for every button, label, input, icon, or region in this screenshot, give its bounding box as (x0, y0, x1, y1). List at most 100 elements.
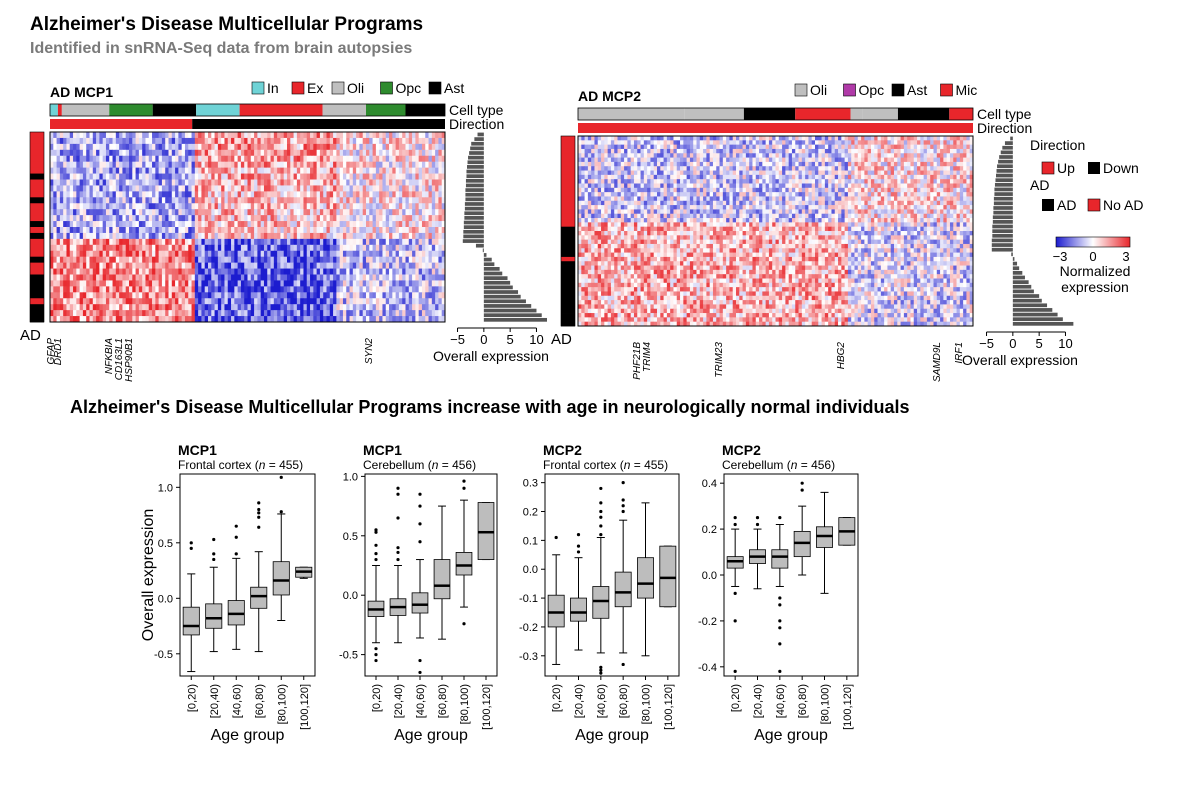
heatmap-cell (382, 262, 387, 269)
heatmap-cell (224, 143, 229, 151)
heatmap-cell (389, 292, 393, 299)
heatmap-cell (398, 132, 403, 139)
heatmap-cell (352, 191, 357, 198)
heatmap-cell (204, 244, 209, 252)
heatmap-cell (165, 185, 169, 192)
heatmap-cell (53, 179, 57, 186)
heatmap-cell (316, 221, 321, 228)
heatmap-cell (342, 132, 347, 139)
heatmap-cell (79, 197, 84, 204)
heatmap-cell (438, 304, 443, 311)
heatmap-cell (323, 316, 327, 323)
heatmap-cell (412, 167, 416, 174)
heatmap-cell (650, 144, 655, 150)
heatmap-cell (346, 268, 350, 275)
heatmap-cell (362, 132, 367, 139)
heatmap-cell (362, 274, 367, 281)
heatmap-cell (303, 203, 308, 210)
heatmap-cell (620, 136, 625, 141)
heatmap-cell (597, 166, 602, 171)
heatmap-cell (874, 157, 878, 163)
heatmap-cell (900, 166, 905, 171)
heatmap-cell (392, 316, 397, 323)
heatmap-cell (716, 166, 720, 171)
heatmap-cell (214, 250, 219, 258)
heatmap-cell (263, 227, 268, 234)
heatmap-cell (696, 136, 701, 141)
heatmap-cell (339, 304, 344, 311)
heatmap-cell (385, 143, 390, 151)
heatmap-cell (306, 137, 311, 145)
heatmap-cell (854, 144, 859, 150)
heatmap-cell (287, 167, 291, 174)
heatmap-cell (300, 167, 304, 174)
heatmap-cell (194, 221, 199, 228)
heatmap-cell (231, 310, 235, 317)
heatmap-cell (604, 153, 609, 158)
heatmap-cell (56, 280, 61, 287)
heatmap-cell (415, 268, 420, 275)
heatmap-cell (336, 292, 341, 299)
heatmap-cell (79, 149, 84, 157)
heatmap-cell (759, 157, 763, 163)
heatmap-cell (428, 215, 433, 222)
heatmap-cell (392, 185, 397, 192)
heatmap-cell (366, 268, 370, 275)
heatmap-cell (273, 173, 278, 180)
heatmap-cell (657, 161, 661, 167)
heatmap-cell (867, 161, 872, 167)
heatmap-cell (148, 280, 153, 287)
heatmap-cell (254, 268, 258, 275)
heatmap-cell (709, 153, 714, 158)
heatmap-cell (339, 137, 344, 145)
heatmap-cell (250, 137, 255, 145)
heatmap-cell (132, 149, 136, 157)
heatmap-cell (729, 166, 734, 171)
heatmap-cell (389, 185, 393, 192)
heatmap-cell (132, 304, 136, 311)
heatmap-cell (359, 149, 364, 157)
heatmap-cell (86, 256, 90, 264)
heatmap-cell (861, 140, 865, 146)
heatmap-cell (240, 209, 245, 216)
heatmap-cell (283, 256, 288, 264)
heatmap-cell (59, 268, 64, 275)
heatmap-cell (290, 304, 294, 311)
heatmap-cell (336, 149, 341, 157)
heatmap-cell (946, 166, 951, 171)
heatmap-cell (247, 167, 252, 174)
heatmap-cell (89, 238, 94, 246)
heatmap-cell (408, 280, 413, 287)
heatmap-cell (56, 292, 61, 299)
heatmap-cell (231, 149, 235, 157)
heatmap-cell (231, 256, 235, 264)
heatmap-cell (109, 238, 113, 246)
heatmap-cell (287, 298, 291, 305)
heatmap-cell (224, 209, 229, 216)
heatmap-cell (155, 298, 160, 305)
heatmap-cell (326, 173, 331, 180)
heatmap-cell (224, 197, 229, 204)
heatmap-cell (379, 185, 383, 192)
heatmap-cell (50, 203, 54, 210)
heatmap-cell (296, 155, 301, 163)
heatmap-cell (907, 161, 911, 167)
heatmap-cell (818, 157, 822, 163)
heatmap-cell (844, 166, 849, 171)
heatmap-cell (359, 238, 364, 246)
heatmap-cell (105, 304, 110, 311)
heatmap-cell (270, 143, 275, 151)
heatmap-cell (716, 153, 720, 158)
heatmap-cell (428, 197, 433, 204)
heatmap-cell (930, 136, 934, 141)
heatmap-cell (323, 191, 327, 198)
heatmap-cell (165, 155, 169, 163)
heatmap-cell (300, 197, 304, 204)
heatmap-cell (313, 298, 318, 305)
heatmap-cell (92, 250, 97, 258)
heatmap-cell (155, 203, 160, 210)
heatmap-cell (844, 153, 849, 158)
heatmap-cell (778, 153, 783, 158)
heatmap-cell (405, 197, 410, 204)
heatmap-cell (217, 173, 222, 180)
